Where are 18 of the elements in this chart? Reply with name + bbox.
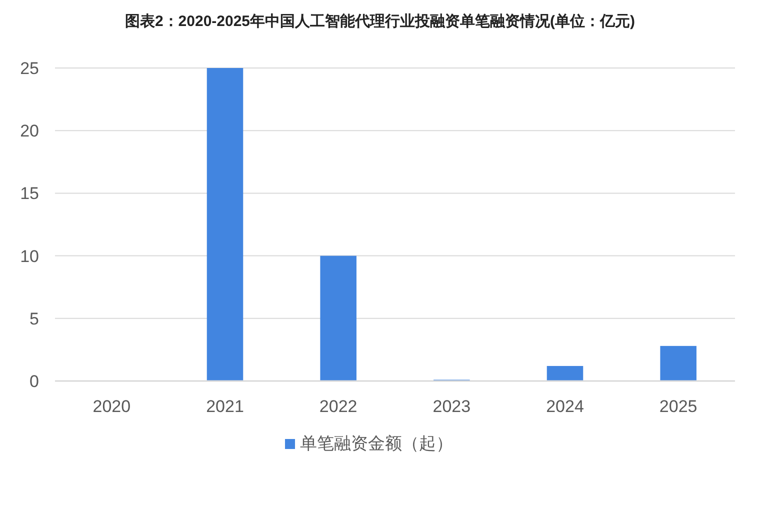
x-tick-label: 2022 <box>319 397 358 416</box>
y-tick-label: 20 <box>20 122 39 141</box>
chart-title: 图表2：2020-2025年中国人工智能代理行业投融资单笔融资情况(单位：亿元) <box>124 13 636 30</box>
y-tick-label: 0 <box>30 372 39 391</box>
bar <box>546 366 584 381</box>
x-tick-label: 2025 <box>659 397 698 416</box>
bar <box>320 256 356 381</box>
x-tick-label: 2024 <box>546 397 584 416</box>
bar <box>206 68 244 381</box>
x-tick-label: 2021 <box>206 397 244 416</box>
x-tick-label: 2023 <box>432 397 471 416</box>
bar <box>660 346 696 381</box>
legend-label: 单笔融资金额（起） <box>300 434 453 453</box>
y-tick-label: 15 <box>20 184 39 204</box>
y-tick-label: 10 <box>20 246 39 266</box>
y-tick-label: 5 <box>30 309 39 328</box>
y-tick-label: 25 <box>20 59 39 78</box>
x-tick-label: 2020 <box>92 397 131 416</box>
